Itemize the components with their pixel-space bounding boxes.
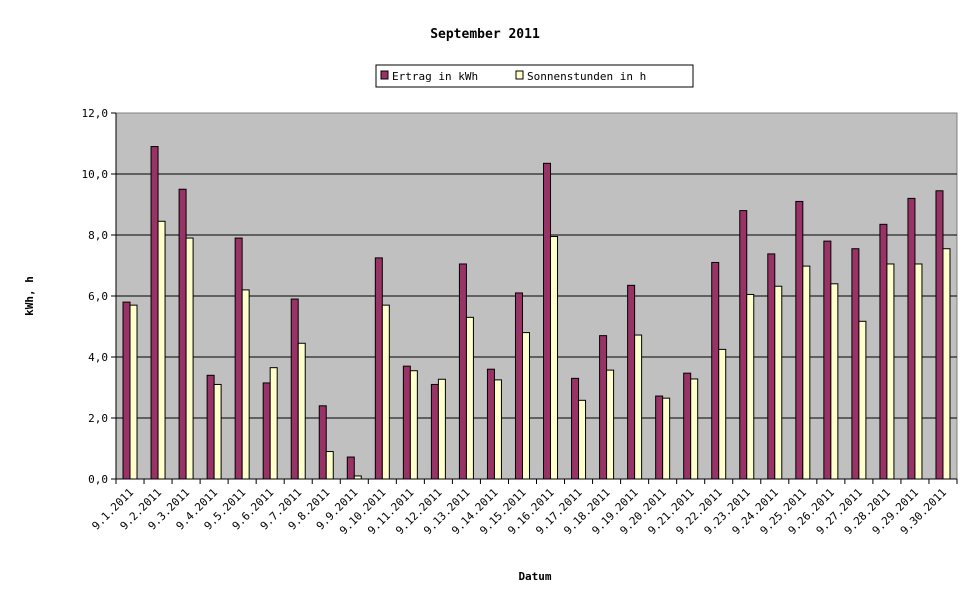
bar-sonnenstunden (606, 369, 615, 480)
bar-sonnenstunden (325, 451, 334, 480)
y-tick-label: 12,0 (82, 107, 109, 120)
bar-sonnenstunden (886, 263, 895, 480)
bar-ertrag (486, 368, 495, 480)
bar-sonnenstunden (578, 399, 587, 480)
bar-ertrag (346, 456, 355, 480)
legend-box (375, 64, 694, 88)
bar-ertrag (627, 284, 636, 480)
bar-sonnenstunden (858, 320, 867, 480)
bar-sonnenstunden (662, 397, 671, 480)
y-axis-title: kWh, h (23, 276, 36, 316)
bar-ertrag (879, 223, 888, 480)
bar-ertrag (374, 257, 383, 480)
bar-ertrag (599, 335, 608, 480)
bar-sonnenstunden (437, 378, 446, 480)
bar-sonnenstunden (409, 370, 418, 480)
bar-sonnenstunden (550, 236, 559, 480)
bar-ertrag (150, 146, 159, 480)
bar-ertrag (655, 395, 664, 480)
bar-ertrag (767, 253, 776, 480)
bar-ertrag (795, 200, 804, 480)
bar-sonnenstunden (718, 348, 727, 480)
bar-ertrag (458, 263, 467, 480)
bar-sonnenstunden (521, 332, 530, 480)
x-axis-title: Datum (518, 570, 551, 583)
bar-ertrag (122, 301, 131, 480)
bar-sonnenstunden (157, 220, 166, 480)
bar-ertrag (711, 261, 720, 480)
bar-ertrag (935, 190, 944, 480)
bar-sonnenstunden (129, 304, 138, 480)
bar-sonnenstunden (465, 316, 474, 480)
bar-ertrag (683, 372, 692, 480)
bar-ertrag (739, 210, 748, 480)
bar-ertrag (571, 377, 580, 480)
x-axis-ticks: 9.1.20119.2.20119.3.20119.4.20119.5.2011… (89, 479, 958, 537)
bar-sonnenstunden (297, 342, 306, 480)
bar-sonnenstunden (914, 263, 923, 480)
y-tick-label: 10,0 (82, 168, 109, 181)
bar-ertrag (823, 240, 832, 480)
bar-sonnenstunden (690, 378, 699, 480)
bar-ertrag (907, 197, 916, 480)
bars (122, 146, 951, 480)
legend-label-sonnenstunden: Sonnenstunden in h (527, 70, 646, 83)
bar-sonnenstunden (802, 265, 811, 480)
legend: Ertrag in kWh Sonnenstunden in h (375, 64, 694, 88)
bar-sonnenstunden (774, 285, 783, 480)
legend-label-ertrag: Ertrag in kWh (392, 70, 478, 83)
bar-sonnenstunden (830, 283, 839, 480)
bar-ertrag (206, 374, 215, 480)
y-tick-label: 0,0 (88, 473, 108, 486)
bar-sonnenstunden (634, 334, 643, 480)
chart-title: September 2011 (430, 27, 540, 42)
y-tick-label: 8,0 (88, 229, 108, 242)
bar-ertrag (178, 188, 187, 480)
bar-sonnenstunden (241, 289, 250, 480)
bar-ertrag (851, 248, 860, 480)
bar-ertrag (290, 298, 299, 480)
legend-swatch-ertrag (380, 70, 389, 80)
bar-ertrag (430, 383, 439, 480)
bar-sonnenstunden (185, 237, 194, 480)
bar-sonnenstunden (381, 304, 390, 480)
y-tick-label: 6,0 (88, 290, 108, 303)
bar-ertrag (234, 237, 243, 480)
bar-sonnenstunden (746, 293, 755, 480)
y-axis-ticks: 0,0 2,0 4,0 6,0 8,0 10,0 12,0 (82, 107, 116, 486)
bar-sonnenstunden (942, 248, 951, 480)
bar-ertrag (543, 162, 552, 480)
gridlines (116, 173, 957, 419)
bar-ertrag (318, 405, 327, 480)
bar-ertrag (402, 365, 411, 480)
bar-sonnenstunden (493, 379, 502, 480)
legend-swatch-sonnenstunden (515, 70, 524, 80)
y-tick-label: 2,0 (88, 412, 108, 425)
y-tick-label: 4,0 (88, 351, 108, 364)
bar-sonnenstunden (269, 367, 278, 480)
bar-ertrag (514, 292, 523, 480)
bar-sonnenstunden (213, 383, 222, 480)
bar-ertrag (262, 382, 271, 480)
